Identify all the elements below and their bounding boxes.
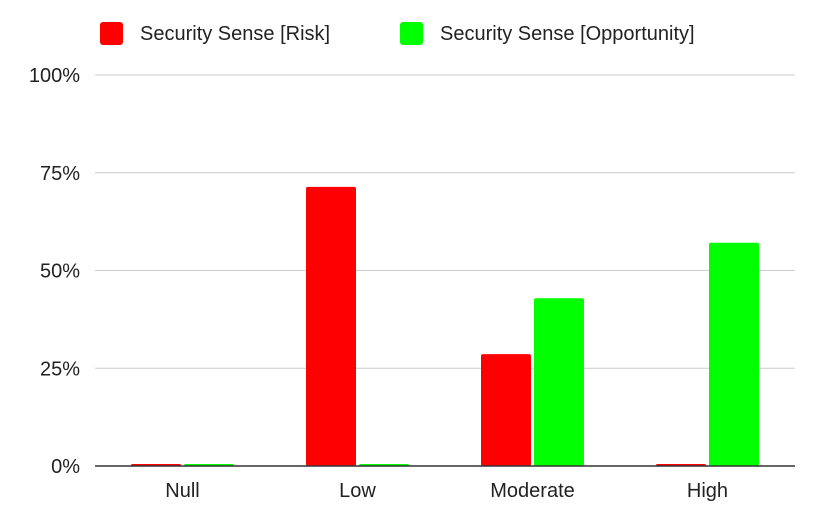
legend-swatch [400, 22, 423, 45]
y-tick-label: 100% [29, 65, 80, 87]
gridlines [95, 74, 795, 369]
x-axis-ticks: Null Low Moderate High [165, 480, 728, 502]
legend-swatch [100, 22, 123, 45]
legend-label: Security Sense [Opportunity] [440, 23, 695, 45]
y-axis-ticks: 0% 25% 50% 75% 100% [29, 65, 80, 478]
x-tick-label: High [687, 480, 728, 502]
bar-risk-moderate [481, 354, 531, 466]
bar-risk-low [306, 186, 356, 467]
legend-label: Security Sense [Risk] [140, 23, 330, 45]
x-tick-label: Null [165, 480, 199, 502]
bars [131, 186, 759, 467]
y-tick-label: 25% [40, 358, 80, 380]
y-tick-label: 50% [40, 261, 80, 283]
y-tick-label: 0% [51, 456, 80, 478]
y-tick-label: 75% [40, 163, 80, 185]
bar-opportunity-high [709, 242, 759, 466]
bar-opportunity-moderate [534, 298, 584, 466]
legend: Security Sense [Risk] Security Sense [Opp… [100, 22, 695, 45]
x-tick-label: Low [339, 480, 376, 502]
x-tick-label: Moderate [490, 480, 575, 502]
